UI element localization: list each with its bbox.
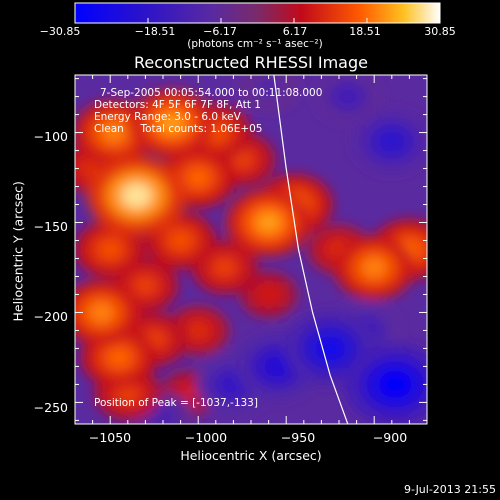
annotation-energy-range: Energy Range: 3.0 - 6.0 keV bbox=[94, 111, 241, 123]
heatmap-blob-core bbox=[134, 276, 157, 295]
colorbar-tick-label: 30.85 bbox=[424, 25, 456, 38]
heatmap-blob-core bbox=[378, 370, 412, 398]
heatmap-blob-core bbox=[180, 385, 199, 402]
colorbar bbox=[74, 2, 441, 24]
heatmap-blob-core bbox=[106, 347, 132, 368]
colorbar-tick-label: −18.51 bbox=[134, 25, 176, 38]
axis-ticks bbox=[75, 75, 428, 424]
colorbar-unit-label: (photons cm⁻² s⁻¹ asec⁻²) bbox=[187, 38, 323, 50]
x-tick-label: −950 bbox=[280, 430, 316, 445]
heatmap-blob-core bbox=[213, 258, 236, 277]
heatmap-blob-core bbox=[379, 131, 405, 153]
annotation-time-range: 7-Sep-2005 00:05:54.000 to 00:11:08.000 bbox=[100, 87, 323, 99]
y-axis-label: Heliocentric Y (arcsec) bbox=[10, 181, 26, 322]
x-tick-label: −1050 bbox=[88, 430, 132, 445]
heatmap-blob-core bbox=[169, 231, 192, 250]
heatmap-blob-core bbox=[263, 355, 291, 378]
heatmap-blob-core bbox=[337, 87, 359, 106]
y-tick-label: −100 bbox=[33, 129, 68, 144]
heatmap-blob-core bbox=[259, 80, 278, 96]
heatmap-blob-core bbox=[100, 122, 127, 144]
chart-title: Reconstructed RHESSI Image bbox=[134, 53, 368, 72]
heatmap-blob-core bbox=[120, 182, 153, 209]
heatmap-blob-core bbox=[315, 336, 346, 361]
y-tick-label: −200 bbox=[33, 309, 68, 324]
heatmap-blob-core bbox=[188, 322, 209, 339]
heatmap-blob-core bbox=[98, 240, 122, 259]
heatmap-blob-core bbox=[255, 211, 283, 234]
annotation-total-counts: Clean Total counts: 1.06E+05 bbox=[94, 123, 263, 135]
heatmap-blob-core bbox=[79, 160, 99, 177]
colorbar-tick-label: −30.85 bbox=[39, 25, 81, 38]
y-tick-label: −150 bbox=[33, 219, 68, 234]
colorbar-tick-label: 6.17 bbox=[282, 25, 308, 38]
colorbar-tick-label: −6.17 bbox=[203, 25, 237, 38]
emission-blobs bbox=[75, 75, 427, 424]
heatmap-blob-core bbox=[153, 408, 173, 424]
heatmap-blob-core bbox=[88, 301, 115, 324]
peak-position-label: Position of Peak = [-1037,-133] bbox=[94, 397, 258, 409]
heatmap-blob-core bbox=[186, 167, 211, 188]
x-axis-label: Heliocentric X (arcsec) bbox=[180, 448, 322, 463]
x-tick-label: −900 bbox=[372, 430, 408, 445]
colorbar-tick-label: 18.51 bbox=[349, 25, 381, 38]
y-tick-label: −250 bbox=[33, 400, 68, 415]
colorbar-ticks bbox=[74, 18, 441, 23]
heatmap-blob-core bbox=[117, 384, 139, 403]
annotation-detectors: Detectors: 4F 5F 6F 7F 8F, Att 1 bbox=[94, 99, 261, 111]
heatmap-blob-core bbox=[361, 256, 388, 279]
heatmap-blob-core bbox=[158, 112, 186, 135]
timestamp: 9-Jul-2013 21:55 bbox=[403, 483, 496, 496]
heatmap-blob-core bbox=[259, 286, 278, 303]
solar-limb-curve bbox=[273, 75, 349, 424]
heatmap-image bbox=[75, 75, 427, 424]
x-tick-label: −1000 bbox=[184, 430, 228, 445]
